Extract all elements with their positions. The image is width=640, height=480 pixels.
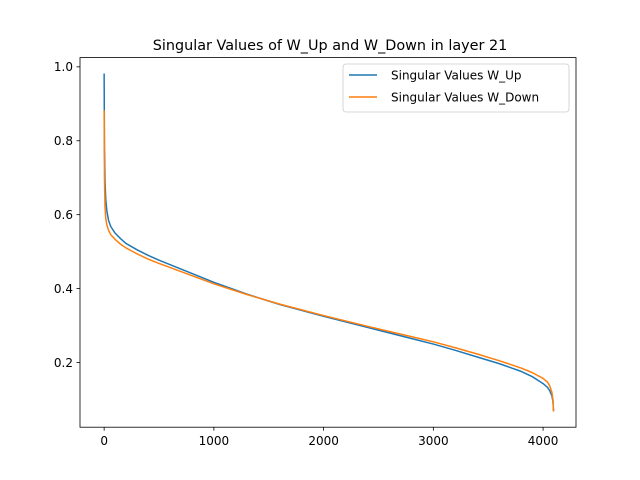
y-tick-label: 0.2 xyxy=(54,356,73,370)
series-line-2 xyxy=(103,110,555,412)
x-tick-label: 1000 xyxy=(199,434,230,448)
x-axis: 0 1000 2000 3000 4000 xyxy=(100,427,558,448)
x-tick-label: 0 xyxy=(100,434,108,448)
y-tick-label: 1.0 xyxy=(54,60,73,74)
series-layer xyxy=(103,73,555,412)
x-tick-label: 2000 xyxy=(308,434,339,448)
legend-label-1: Singular Values W_Up xyxy=(391,68,522,82)
y-tick-label: 0.6 xyxy=(54,208,73,222)
y-axis: 0.2 0.4 0.6 0.8 1.0 xyxy=(54,60,80,370)
legend-box xyxy=(342,63,570,113)
chart-title: Singular Values of W_Up and W_Down in la… xyxy=(153,38,508,54)
x-tick-label: 4000 xyxy=(528,434,559,448)
legend-label-2: Singular Values W_Down xyxy=(391,90,539,104)
y-tick-label: 0.4 xyxy=(54,282,73,296)
plot-frame xyxy=(79,57,577,428)
x-tick-label: 3000 xyxy=(418,434,449,448)
legend: Singular Values W_Up Singular Values W_Do… xyxy=(342,63,570,113)
y-tick-label: 0.8 xyxy=(54,134,73,148)
